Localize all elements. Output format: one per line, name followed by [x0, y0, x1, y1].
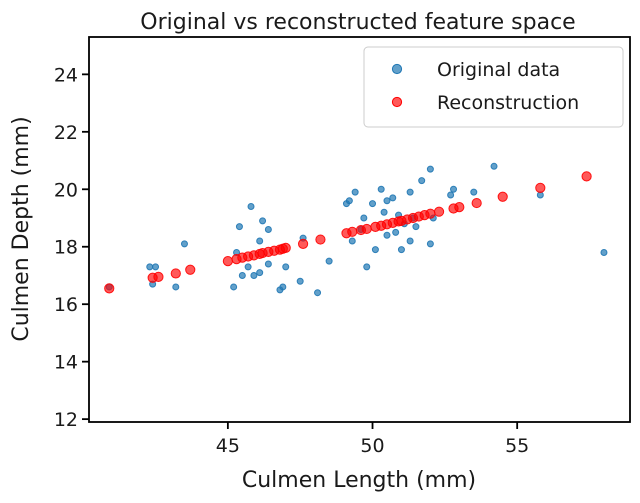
- points-layer: [104, 162, 608, 297]
- original-data-point: [600, 248, 608, 256]
- original-data-point: [256, 237, 264, 245]
- original-data-point: [152, 263, 160, 271]
- original-data-point: [360, 214, 368, 222]
- original-data-point: [279, 283, 287, 291]
- reconstruction-point: [222, 256, 233, 267]
- original-data-point: [426, 240, 434, 248]
- y-tick-label: 20: [54, 179, 78, 201]
- reconstruction-point: [433, 206, 445, 217]
- y-tick-label: 16: [54, 294, 78, 316]
- y-tick-label: 22: [54, 122, 78, 144]
- original-data-point: [296, 277, 304, 285]
- reconstruction-point: [280, 242, 291, 253]
- y-tick-label: 24: [54, 64, 78, 86]
- original-data-point: [426, 165, 434, 173]
- legend-marker-original: [391, 63, 403, 75]
- legend-label-reconstruction: Reconstruction: [437, 92, 579, 114]
- original-data-point: [282, 263, 290, 271]
- legend-marker-reconstruction: [391, 96, 403, 108]
- original-data-point: [490, 162, 498, 170]
- original-data-point: [369, 200, 377, 208]
- original-data-point: [264, 260, 272, 268]
- original-data-point: [314, 289, 322, 297]
- original-data-point: [146, 263, 154, 271]
- reconstruction-point: [581, 171, 592, 182]
- x-tick-label: 55: [505, 435, 529, 457]
- original-data-point: [363, 263, 371, 271]
- reconstruction-point: [185, 264, 196, 275]
- original-data-point: [377, 185, 385, 193]
- original-data-point: [450, 185, 458, 193]
- reconstruction-point: [297, 238, 309, 249]
- original-data-point: [351, 188, 359, 196]
- original-data-point: [389, 194, 397, 202]
- original-data-point: [348, 237, 356, 245]
- original-data-point: [250, 271, 258, 279]
- original-data-point: [230, 283, 238, 291]
- reconstruction-point: [425, 208, 436, 219]
- ticks-layer: 45 50 55 12 14 16 18 20 22 24: [54, 64, 529, 457]
- reconstruction-point: [153, 271, 164, 283]
- reconstruction-point: [471, 197, 482, 209]
- original-data-point: [264, 226, 272, 233]
- original-data-point: [180, 240, 188, 248]
- y-tick-label: 12: [54, 409, 78, 431]
- x-tick-label: 50: [360, 435, 384, 457]
- original-data-point: [256, 269, 264, 277]
- reconstruction-point: [535, 182, 546, 193]
- original-data-point: [412, 223, 420, 231]
- original-data-point: [392, 228, 400, 236]
- legend-label-original: Original data: [437, 59, 560, 81]
- y-tick-label: 14: [54, 352, 78, 374]
- original-data-point: [172, 283, 180, 291]
- original-data-point: [447, 191, 455, 199]
- reconstruction-point: [315, 234, 326, 245]
- original-data-point: [418, 177, 426, 185]
- x-tick-label: 45: [216, 435, 240, 457]
- original-data-point: [371, 246, 379, 254]
- original-data-point: [406, 237, 414, 245]
- original-data-point: [383, 197, 391, 205]
- x-axis-label: Culmen Length (mm): [242, 468, 476, 493]
- original-data-point: [325, 257, 333, 265]
- reconstruction-point: [497, 191, 508, 202]
- original-data-point: [244, 263, 252, 271]
- reconstruction-point: [361, 223, 372, 235]
- original-data-point: [235, 223, 243, 231]
- reconstruction-point: [454, 201, 465, 213]
- original-data-point: [470, 188, 478, 196]
- legend: Original data Reconstruction: [363, 46, 624, 128]
- y-tick-label: 18: [54, 237, 78, 259]
- legend-box: [363, 46, 624, 128]
- original-data-point: [345, 197, 353, 205]
- original-data-point: [238, 271, 246, 279]
- plot-frame: [88, 36, 631, 423]
- reconstruction-point: [104, 283, 115, 294]
- reconstruction-point: [347, 226, 358, 237]
- original-data-point: [259, 217, 267, 225]
- original-data-point: [406, 188, 414, 196]
- original-data-point: [380, 208, 388, 216]
- original-data-point: [397, 246, 405, 254]
- reconstruction-point: [170, 268, 181, 279]
- y-axis-label: Culmen Depth (mm): [9, 116, 34, 341]
- original-data-point: [247, 203, 255, 211]
- original-data-point: [383, 231, 391, 239]
- chart-title: Original vs reconstructed feature space: [140, 10, 575, 35]
